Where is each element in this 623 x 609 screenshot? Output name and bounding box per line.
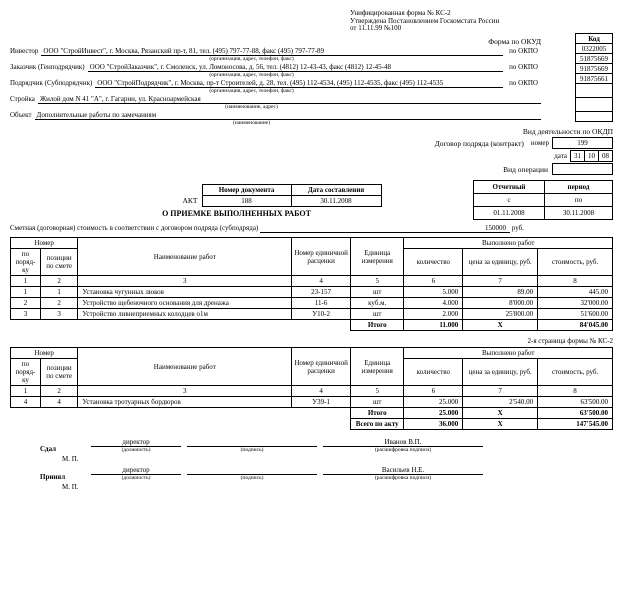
customer-lbl: Заказчик (Генподрядчик) [10, 63, 88, 71]
t1q: 11.000 [404, 320, 463, 331]
mp2: М. П. [62, 483, 613, 491]
h-price: цена за единицу, руб. [463, 249, 538, 276]
investor-lbl: Инвестор [10, 47, 41, 55]
from: 01.11.2008 [474, 207, 545, 220]
table-row: 11Установка чугунных люков23-157шт5.0008… [11, 287, 613, 298]
doc-num: 188 [202, 196, 291, 207]
form-header: Унифицированная форма № КС-2 Утверждена … [350, 10, 613, 33]
customer: ООО "СтройЗаказчик", г. Смоленск, ул. Ло… [88, 63, 504, 72]
doc-date-hdr: Дата составления [291, 185, 381, 196]
okpo1: 51875669 [576, 54, 613, 64]
doc-date: 30.11.2008 [291, 196, 381, 207]
t1c: 84'045.00 [538, 320, 613, 331]
table1: Номер Наименование работ Номер единичной… [10, 237, 613, 331]
period-hdr: Отчетный [474, 181, 545, 194]
h-qty: количество [404, 249, 463, 276]
cost-line: Сметная (договорная) стоимость в соответ… [10, 224, 613, 233]
kod-hdr: Код [576, 34, 613, 44]
blank2 [576, 98, 613, 112]
cost-lbl: Сметная (договорная) стоимость в соответ… [10, 224, 258, 232]
sub2: (организация, адрес, телефон, факс) [10, 72, 493, 78]
oper-val [553, 164, 613, 175]
m: 10 [585, 151, 599, 162]
table-row: 44Установка тротуарных бордюровУ39-1шт25… [11, 397, 613, 408]
sub4: (наименование, адрес) [10, 104, 493, 110]
itogo1: Итого [351, 320, 404, 331]
sub3: (организация, адрес, телефон, факс) [10, 88, 493, 94]
mp1: М. П. [62, 455, 613, 463]
to-lbl: по [544, 194, 612, 207]
h-done: Выполнено работ [404, 238, 613, 249]
h-rate: Номер единичной расценки [292, 238, 351, 276]
name2: Васильев Н.Е. [323, 466, 483, 475]
table-row: 33Устройство ливнеприемных колодцев о1мУ… [11, 309, 613, 320]
t1x: X [463, 320, 538, 331]
d: 31 [571, 151, 585, 162]
to: 30.11.2008 [544, 207, 612, 220]
num-lbl: номер [528, 138, 553, 149]
object-lbl: Объект [10, 111, 35, 119]
object: Дополнительные работы по замечаниям [35, 111, 541, 120]
okpo-lbl1: по ОКПО [503, 47, 541, 55]
contractor: ООО "СтройПодрядчик", г. Москва, пр-т Ст… [95, 79, 503, 88]
doc-num-hdr: Номер документа [202, 185, 291, 196]
name1: Иванов В.П. [323, 438, 483, 447]
date-lbl: дата [551, 151, 570, 162]
period-hdr2: период [544, 181, 612, 194]
okpo-lbl3: по ОКПО [503, 79, 541, 87]
site-lbl: Стройка [10, 95, 38, 103]
hdr3: от 11.11.99 №100 [350, 24, 401, 32]
sig2 [187, 466, 317, 475]
y: 08 [599, 151, 613, 162]
contractor-lbl: Подрядчик (Субподрядчик) [10, 79, 95, 87]
h-unit: Единица измерения [351, 238, 404, 276]
h-pos: позиции по смете [40, 249, 77, 276]
okdp [576, 112, 613, 122]
investor: ООО "СтройИнвест", г. Москва, Рязанский … [41, 47, 503, 56]
okdp-lbl: Вид деятельности по ОКДП [523, 127, 613, 136]
cost-val: 150000 [260, 224, 510, 233]
h-name: Наименование работ [78, 238, 292, 276]
contract-lbl: Договор подряда (контракт) [435, 139, 524, 148]
okpo3: 91875661 [576, 74, 613, 84]
site: Жилой дом N 41 "А", г. Гагарин, ул. Крас… [38, 95, 541, 104]
okud-lbl: Форма по ОКУД [10, 37, 541, 46]
sig1 [187, 438, 317, 447]
contract-num: 199 [553, 138, 613, 149]
okpo2: 91875669 [576, 64, 613, 74]
table-row: 22Устройство щебеночного основания для д… [11, 298, 613, 309]
h-num: Номер [11, 238, 78, 249]
code-block: Код 0322005 51875669 91875669 91875661 [575, 33, 613, 122]
okud: 0322005 [576, 44, 613, 54]
sub5: (наименование) [10, 120, 493, 126]
pos1: директор [91, 438, 181, 447]
akt-title: О ПРИЕМКЕ ВЫПОЛНЕННЫХ РАБОТ [92, 209, 382, 218]
sub1: (организация, адрес, телефон, факс) [10, 56, 493, 62]
cost-unit: руб. [512, 224, 524, 232]
h-cost: стоимость, руб. [538, 249, 613, 276]
sdal: Сдал [40, 445, 85, 453]
h-order: по поряд-ку [11, 249, 41, 276]
blank1 [576, 84, 613, 98]
table2: Номер Наименование работ Номер единичной… [10, 347, 613, 430]
oper-lbl: Вид операции [503, 165, 548, 174]
pos2: директор [91, 466, 181, 475]
page2-lbl: 2-я страница формы № КС-2 [10, 337, 613, 345]
prinyal: Принял [40, 473, 85, 481]
okpo-lbl2: по ОКПО [503, 63, 541, 71]
from-lbl: с [474, 194, 545, 207]
